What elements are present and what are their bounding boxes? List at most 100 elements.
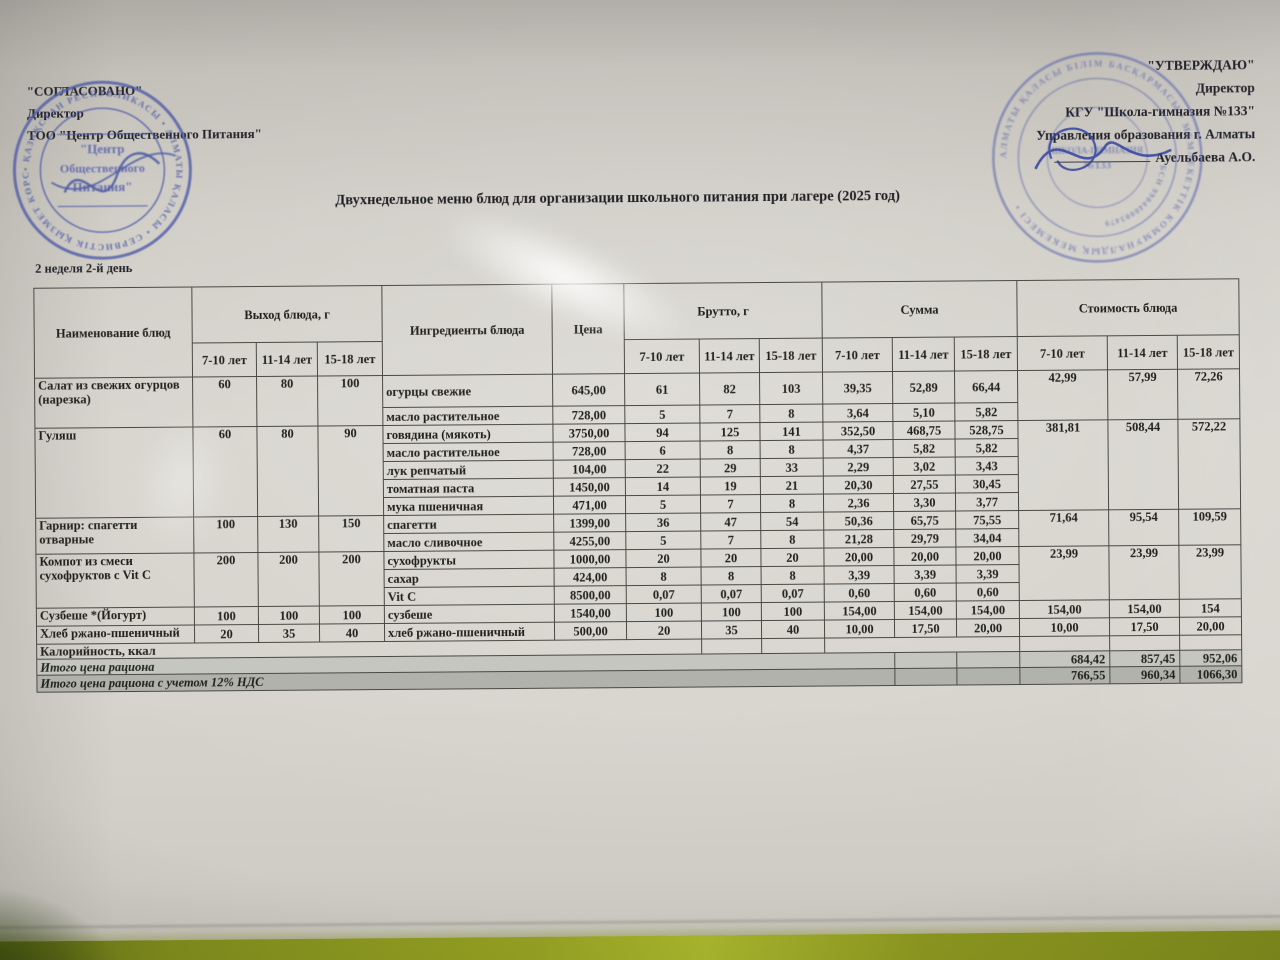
price-value: 104,00 <box>553 459 626 479</box>
gross-value: 141 <box>759 422 824 441</box>
gross-value: 8 <box>760 440 824 459</box>
gross-value: 0,07 <box>701 584 762 604</box>
sum-value: 21,28 <box>823 529 894 549</box>
stamp-left-center-line3: Питания" <box>73 179 133 194</box>
gross-value: 20 <box>700 548 762 568</box>
sum-value: 5,82 <box>893 439 956 458</box>
sum-value: 3,39 <box>824 565 895 585</box>
age-col-header: 15-18 лет <box>759 338 823 373</box>
sum-value: 528,75 <box>954 420 1019 440</box>
gross-value: 21 <box>760 476 824 495</box>
gross-value: 8 <box>761 566 825 585</box>
gross-value: 5 <box>625 531 701 550</box>
gross-value: 7 <box>700 530 761 550</box>
output-value: 150 <box>318 515 384 553</box>
output-value: 35 <box>258 624 320 643</box>
gross-value: 5 <box>625 495 701 514</box>
output-value: 100 <box>317 375 383 427</box>
sum-value: 66,44 <box>954 370 1018 404</box>
age-col-header: 11-14 лет <box>1107 335 1178 370</box>
sum-value: 4,37 <box>823 439 894 459</box>
sum-value: 0,60 <box>956 582 1020 602</box>
cost-value: 95,54 <box>1108 509 1179 546</box>
output-value: 80 <box>256 426 319 517</box>
age-col-header: 15-18 лет <box>317 341 383 377</box>
sum-value: 0,60 <box>894 583 957 602</box>
stamp-left-center-line2: Общественного <box>60 161 145 176</box>
output-value: 100 <box>319 605 385 625</box>
empty-cell <box>701 638 762 655</box>
price-value: 1399,00 <box>553 513 626 533</box>
gross-value: 94 <box>624 423 701 442</box>
cost-value: 72,26 <box>1177 368 1240 420</box>
approval-block-left: "СОГЛАСОВАНО" Директор ТОО "Центр Общест… <box>27 79 262 147</box>
week-day-label: 2 неделя 2-й день <box>35 260 133 276</box>
price-value: 1000,00 <box>553 549 627 569</box>
age-col-header: 7-10 лет <box>192 342 257 378</box>
sum-value: 39,35 <box>822 371 893 405</box>
empty-cell <box>894 652 957 669</box>
ingredient-name: масло растительное <box>382 406 553 426</box>
gross-value: 20 <box>626 621 702 640</box>
sum-value: 3,39 <box>894 565 957 584</box>
age-col-header: 11-14 лет <box>892 337 955 372</box>
sum-value: 65,75 <box>893 511 956 530</box>
output-value: 80 <box>256 376 318 427</box>
ingredient-name: Vit C <box>384 586 555 606</box>
gross-value: 20 <box>760 548 825 567</box>
output-value: 200 <box>193 552 259 608</box>
sum-value: 3,77 <box>955 492 1019 512</box>
sum-value: 20,00 <box>823 547 895 567</box>
gross-value: 40 <box>761 620 825 639</box>
sum-value: 52,89 <box>892 371 955 404</box>
total-vat-value: 1066,30 <box>1179 665 1243 684</box>
approval-left-line2: Директор <box>26 105 84 121</box>
gross-value: 35 <box>701 620 762 640</box>
total-value: 857,45 <box>1109 650 1180 667</box>
ingredient-name: сухофрукты <box>383 550 555 570</box>
cost-value: 154,00 <box>1019 599 1110 619</box>
ingredient-name: лук репчатый <box>383 460 554 480</box>
col-header-cost: Стоимость блюда <box>1016 278 1240 337</box>
gross-value: 22 <box>625 459 701 478</box>
gross-value: 8 <box>759 404 823 423</box>
cost-value: 508,44 <box>1107 419 1179 510</box>
age-col-header: 15-18 лет <box>1177 334 1240 370</box>
total-value: 952,06 <box>1179 649 1242 667</box>
age-col-header: 7-10 лет <box>1017 335 1108 371</box>
sum-value: 20,00 <box>956 618 1020 638</box>
gross-value: 100 <box>701 602 762 622</box>
sum-value: 50,36 <box>823 511 894 531</box>
dish-name: Сузбеше *(Йогурт) <box>36 607 195 627</box>
empty-cell <box>824 636 1020 654</box>
output-value: 20 <box>194 624 259 644</box>
cost-value: 154,00 <box>1109 599 1180 618</box>
ingredient-name: говядина (мякоть) <box>382 424 554 444</box>
col-header-dish-name: Наименование блюд <box>33 287 193 379</box>
sum-value: 3,64 <box>822 403 893 423</box>
dish-name: Компот из смеси сухофруктов с Vit C <box>35 553 195 609</box>
sum-value: 5,82 <box>955 438 1019 458</box>
sum-value: 20,00 <box>955 546 1020 566</box>
gross-value: 100 <box>626 603 702 622</box>
sum-value: 2,29 <box>823 457 894 477</box>
empty-cell <box>956 667 1020 686</box>
ingredient-name: масло растительное <box>383 442 554 462</box>
price-value: 645,00 <box>552 373 625 407</box>
gross-value: 125 <box>699 422 761 442</box>
cost-value: 20,00 <box>1179 616 1242 636</box>
age-col-header: 11-14 лет <box>699 338 760 374</box>
empty-cell <box>761 638 825 654</box>
gross-value: 8 <box>701 566 762 586</box>
approval-right-line1: "УТВЕРЖДАЮ" <box>1147 57 1255 74</box>
gross-value: 7 <box>699 404 760 424</box>
sum-value: 0,60 <box>824 583 895 603</box>
sum-value: 154,00 <box>824 601 895 621</box>
gross-value: 36 <box>625 513 701 532</box>
total-value: 684,42 <box>1019 650 1110 668</box>
gross-value: 14 <box>625 477 701 496</box>
ingredient-name: спагетти <box>383 514 554 534</box>
price-value: 424,00 <box>554 567 627 587</box>
price-value: 500,00 <box>554 621 627 641</box>
sum-value: 34,04 <box>955 528 1019 548</box>
